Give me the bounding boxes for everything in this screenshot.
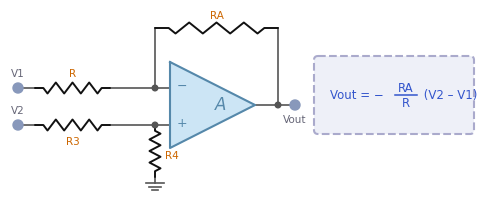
Text: R3: R3 <box>66 137 80 147</box>
Text: (V2 – V1): (V2 – V1) <box>420 89 478 102</box>
Circle shape <box>152 85 158 91</box>
Text: Vout: Vout <box>283 115 307 125</box>
Text: R: R <box>402 96 410 110</box>
Circle shape <box>13 120 23 130</box>
Text: RA: RA <box>209 11 223 21</box>
Text: +: + <box>177 117 187 130</box>
Circle shape <box>13 83 23 93</box>
Text: V1: V1 <box>11 69 25 79</box>
Circle shape <box>275 102 281 108</box>
Text: A: A <box>215 96 226 114</box>
FancyBboxPatch shape <box>314 56 474 134</box>
Text: R: R <box>69 69 76 79</box>
Text: R4: R4 <box>165 151 179 161</box>
Circle shape <box>152 122 158 128</box>
Circle shape <box>290 100 300 110</box>
Text: V2: V2 <box>11 106 25 116</box>
Text: RA: RA <box>398 82 414 95</box>
Text: −: − <box>177 80 187 92</box>
Text: Vout = −: Vout = − <box>330 89 388 102</box>
Polygon shape <box>170 62 255 148</box>
